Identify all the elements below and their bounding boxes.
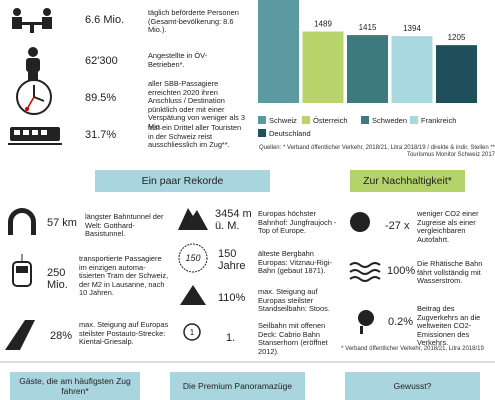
- icon-people: [12, 8, 52, 33]
- chart-source: Quellen: * Verband öffentlicher Verkehr,…: [258, 145, 495, 158]
- icon-plug: [358, 310, 374, 334]
- icon-train: [8, 127, 62, 145]
- record-text: älteste Bergbahn Europas: Vitznau-Rigi-B…: [258, 249, 332, 276]
- chart: Schweiz 1489 Österreich 1415 Schweden 1394 Fra…: [258, 0, 477, 138]
- record-value: 28%: [50, 330, 73, 342]
- record-value: 1.: [226, 332, 236, 344]
- bar: [302, 31, 344, 103]
- legend-label: Deutschland: [269, 129, 311, 138]
- legend-label: Frankreich: [421, 116, 456, 125]
- bar: [347, 35, 388, 103]
- section-header: Gewusst?: [345, 372, 480, 400]
- source: * Verband öffentlicher Verkehr, 2018/21,…: [341, 346, 484, 352]
- stat-value: 6.6 Mio.: [85, 14, 125, 26]
- section-header: Ein paar Rekorde: [95, 170, 270, 192]
- record-value: 3454 m ü. M.: [215, 208, 252, 232]
- record-text: Seilbahn mit offenen Deck: Cabrio Bahn S…: [258, 321, 328, 356]
- icon-clock: [16, 79, 52, 115]
- legend-label: Schweiz: [269, 116, 297, 125]
- fact-value: 0.2%: [388, 316, 414, 328]
- svg-text:150: 150: [185, 253, 200, 263]
- record-text: max. Steigung auf Europas steilster Post…: [79, 320, 169, 347]
- icon-employee: [26, 47, 40, 80]
- icon-slope: [180, 285, 206, 305]
- icon-mountain: [178, 208, 208, 230]
- value-label: 1394: [403, 24, 421, 33]
- bar: [436, 45, 477, 103]
- icon-water: [349, 262, 381, 282]
- stat-text: aller SBB-Passagiere erreichten 2020 ihr…: [148, 79, 245, 131]
- record-text: transportierte Passagiere im einzigen au…: [79, 254, 169, 298]
- fact-value: 100%: [387, 265, 416, 277]
- icon-tunnel: [8, 208, 36, 235]
- value-label: 1415: [359, 23, 377, 32]
- stat-text: Angestellte in ÖV-Betrieben*.: [148, 51, 208, 69]
- stat-value: 89.5%: [85, 92, 117, 104]
- svg-text:1: 1: [190, 328, 195, 337]
- legend-swatch: [361, 116, 369, 124]
- fact-text: Die Rhätische Bahn fährt vollständig mit…: [417, 259, 483, 286]
- bar: [391, 36, 433, 104]
- section-header: Zur Nachhaltigkeit*: [350, 170, 465, 192]
- stat-text: täglich beförderte Personen (Gesamt-bevö…: [148, 8, 239, 35]
- legend-label: Schweden: [372, 116, 407, 125]
- section-header: Die Premium Panoramazüge: [170, 372, 305, 400]
- legend-swatch: [410, 116, 418, 124]
- icon-medal: 1: [183, 323, 201, 341]
- fact-text: Beitrag des Zugverkehrs an die weltweite…: [417, 304, 481, 348]
- record-value: 250 Mio.: [47, 267, 68, 291]
- section-header: Gäste, die am häufigsten Zug fahren*: [10, 372, 140, 400]
- icon-co2: [350, 212, 370, 232]
- legend-swatch: [258, 129, 266, 137]
- legend-swatch: [258, 116, 266, 124]
- record-text: längster Bahntunnel der Welt: Gotthard-B…: [85, 212, 164, 239]
- icon-150: 150: [178, 243, 208, 273]
- fact-value: -27 x: [385, 220, 410, 232]
- record-text: max. Steigung auf Europas steilster Stan…: [258, 287, 330, 314]
- stat-text: fast ein Drittel aller Touristen in der …: [148, 123, 242, 150]
- icon-tram: [12, 254, 32, 287]
- record-text: Europas höchster Bahnhof: Jungfraujoch -…: [258, 209, 337, 236]
- legend-label: Österreich: [313, 116, 348, 125]
- fact-text: weniger CO2 einer Zugreise als einer ver…: [417, 209, 479, 244]
- legend-swatch: [302, 116, 310, 124]
- icon-road: [5, 320, 35, 350]
- record-value: 57 km: [47, 217, 77, 229]
- value-label: 1489: [314, 20, 332, 29]
- stat-value: 62'300: [85, 55, 118, 67]
- stat-value: 31.7%: [85, 129, 117, 141]
- record-value: 150 Jahre: [218, 248, 246, 272]
- value-label: 1205: [448, 33, 466, 42]
- bar: [258, 0, 299, 103]
- record-value: 110%: [218, 292, 246, 304]
